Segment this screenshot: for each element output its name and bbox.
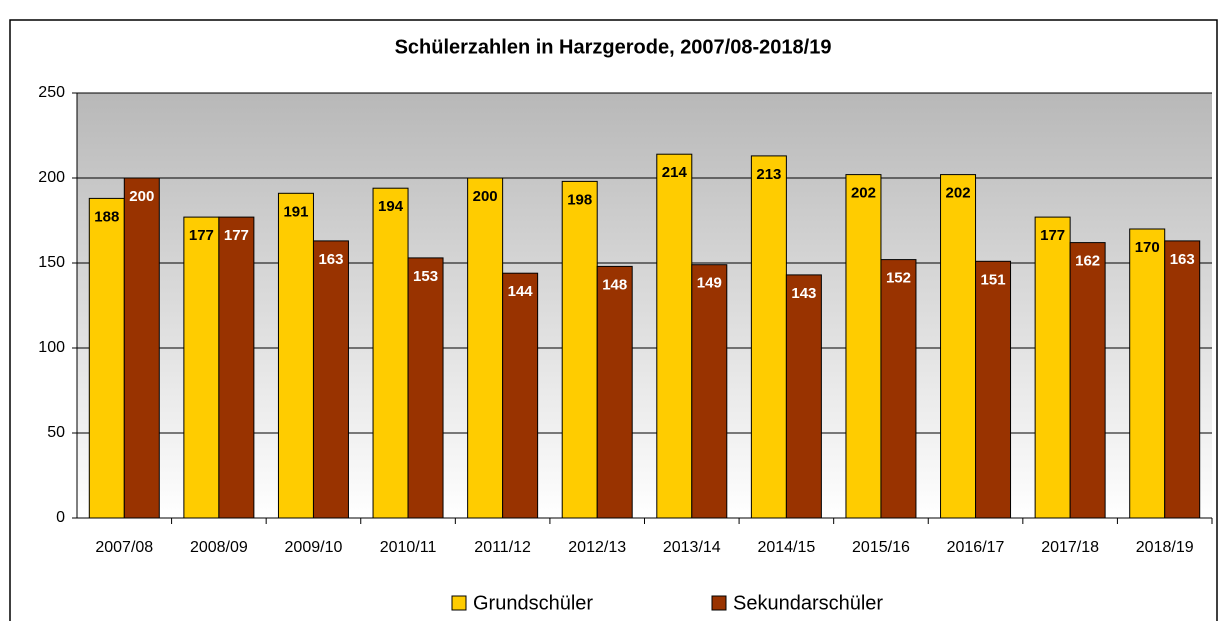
data-label: 151 [981,271,1006,288]
x-tick-label: 2013/14 [663,539,721,556]
data-label: 202 [946,185,971,202]
bar [1034,216,1071,519]
data-label: 214 [662,164,688,181]
bar [88,197,125,519]
data-label: 200 [129,188,154,205]
data-label: 191 [283,203,308,220]
x-tick-label: 2009/10 [285,539,343,556]
data-label: 143 [791,285,816,302]
y-tick-label: 250 [38,84,65,101]
x-tick-label: 2014/15 [757,539,815,556]
bar [1164,240,1201,519]
x-tick-label: 2007/08 [95,539,153,556]
data-label: 170 [1135,239,1160,256]
chart-title: Schülerzahlen in Harzgerode, 2007/08-201… [395,36,832,58]
y-tick-label: 100 [38,339,65,356]
bar [502,272,539,519]
bar [975,260,1012,519]
y-tick-label: 200 [38,169,65,186]
bar [218,216,255,519]
bar [372,187,409,519]
bar [312,240,349,519]
bar [940,174,977,519]
x-tick-label: 2012/13 [568,539,626,556]
bar [750,155,787,519]
x-tick-label: 2017/18 [1041,539,1099,556]
data-label: 163 [1170,251,1195,268]
x-tick-label: 2015/16 [852,539,910,556]
bar [1069,242,1106,519]
data-label: 177 [189,227,214,244]
data-label: 153 [413,268,438,285]
x-tick-label: 2008/09 [190,539,248,556]
bar [277,192,314,519]
bar [845,174,882,519]
bar [561,180,598,519]
x-tick-label: 2018/19 [1136,539,1194,556]
data-label: 162 [1075,253,1100,270]
bar [183,216,220,519]
data-label: 152 [886,270,911,287]
bar [123,177,160,519]
plot-area [77,93,1212,518]
data-label: 202 [851,185,876,202]
legend-label: Sekundarschüler [733,592,883,614]
data-label: 200 [473,188,498,205]
data-label: 149 [697,275,722,292]
bar [691,264,728,519]
x-tick-label: 2016/17 [947,539,1005,556]
bar [407,257,444,519]
bar [880,259,917,519]
x-tick-label: 2011/12 [474,539,531,556]
legend-swatch [451,595,467,611]
y-tick-label: 50 [47,424,65,441]
bar [656,153,693,519]
data-label: 144 [508,283,534,300]
data-label: 194 [378,198,404,215]
legend-swatch [711,595,727,611]
data-label: 177 [1040,227,1065,244]
bar [785,274,822,519]
bar [467,177,504,519]
data-label: 188 [94,208,119,225]
data-label: 177 [224,227,249,244]
data-label: 198 [567,191,592,208]
data-label: 213 [756,166,781,183]
data-label: 163 [318,251,343,268]
data-label: 148 [602,276,627,293]
y-tick-label: 0 [56,509,65,526]
bar [596,265,633,519]
legend-label: Grundschüler [473,592,593,614]
x-tick-label: 2010/11 [380,539,437,556]
bar [1129,228,1166,519]
y-tick-label: 150 [38,254,65,271]
